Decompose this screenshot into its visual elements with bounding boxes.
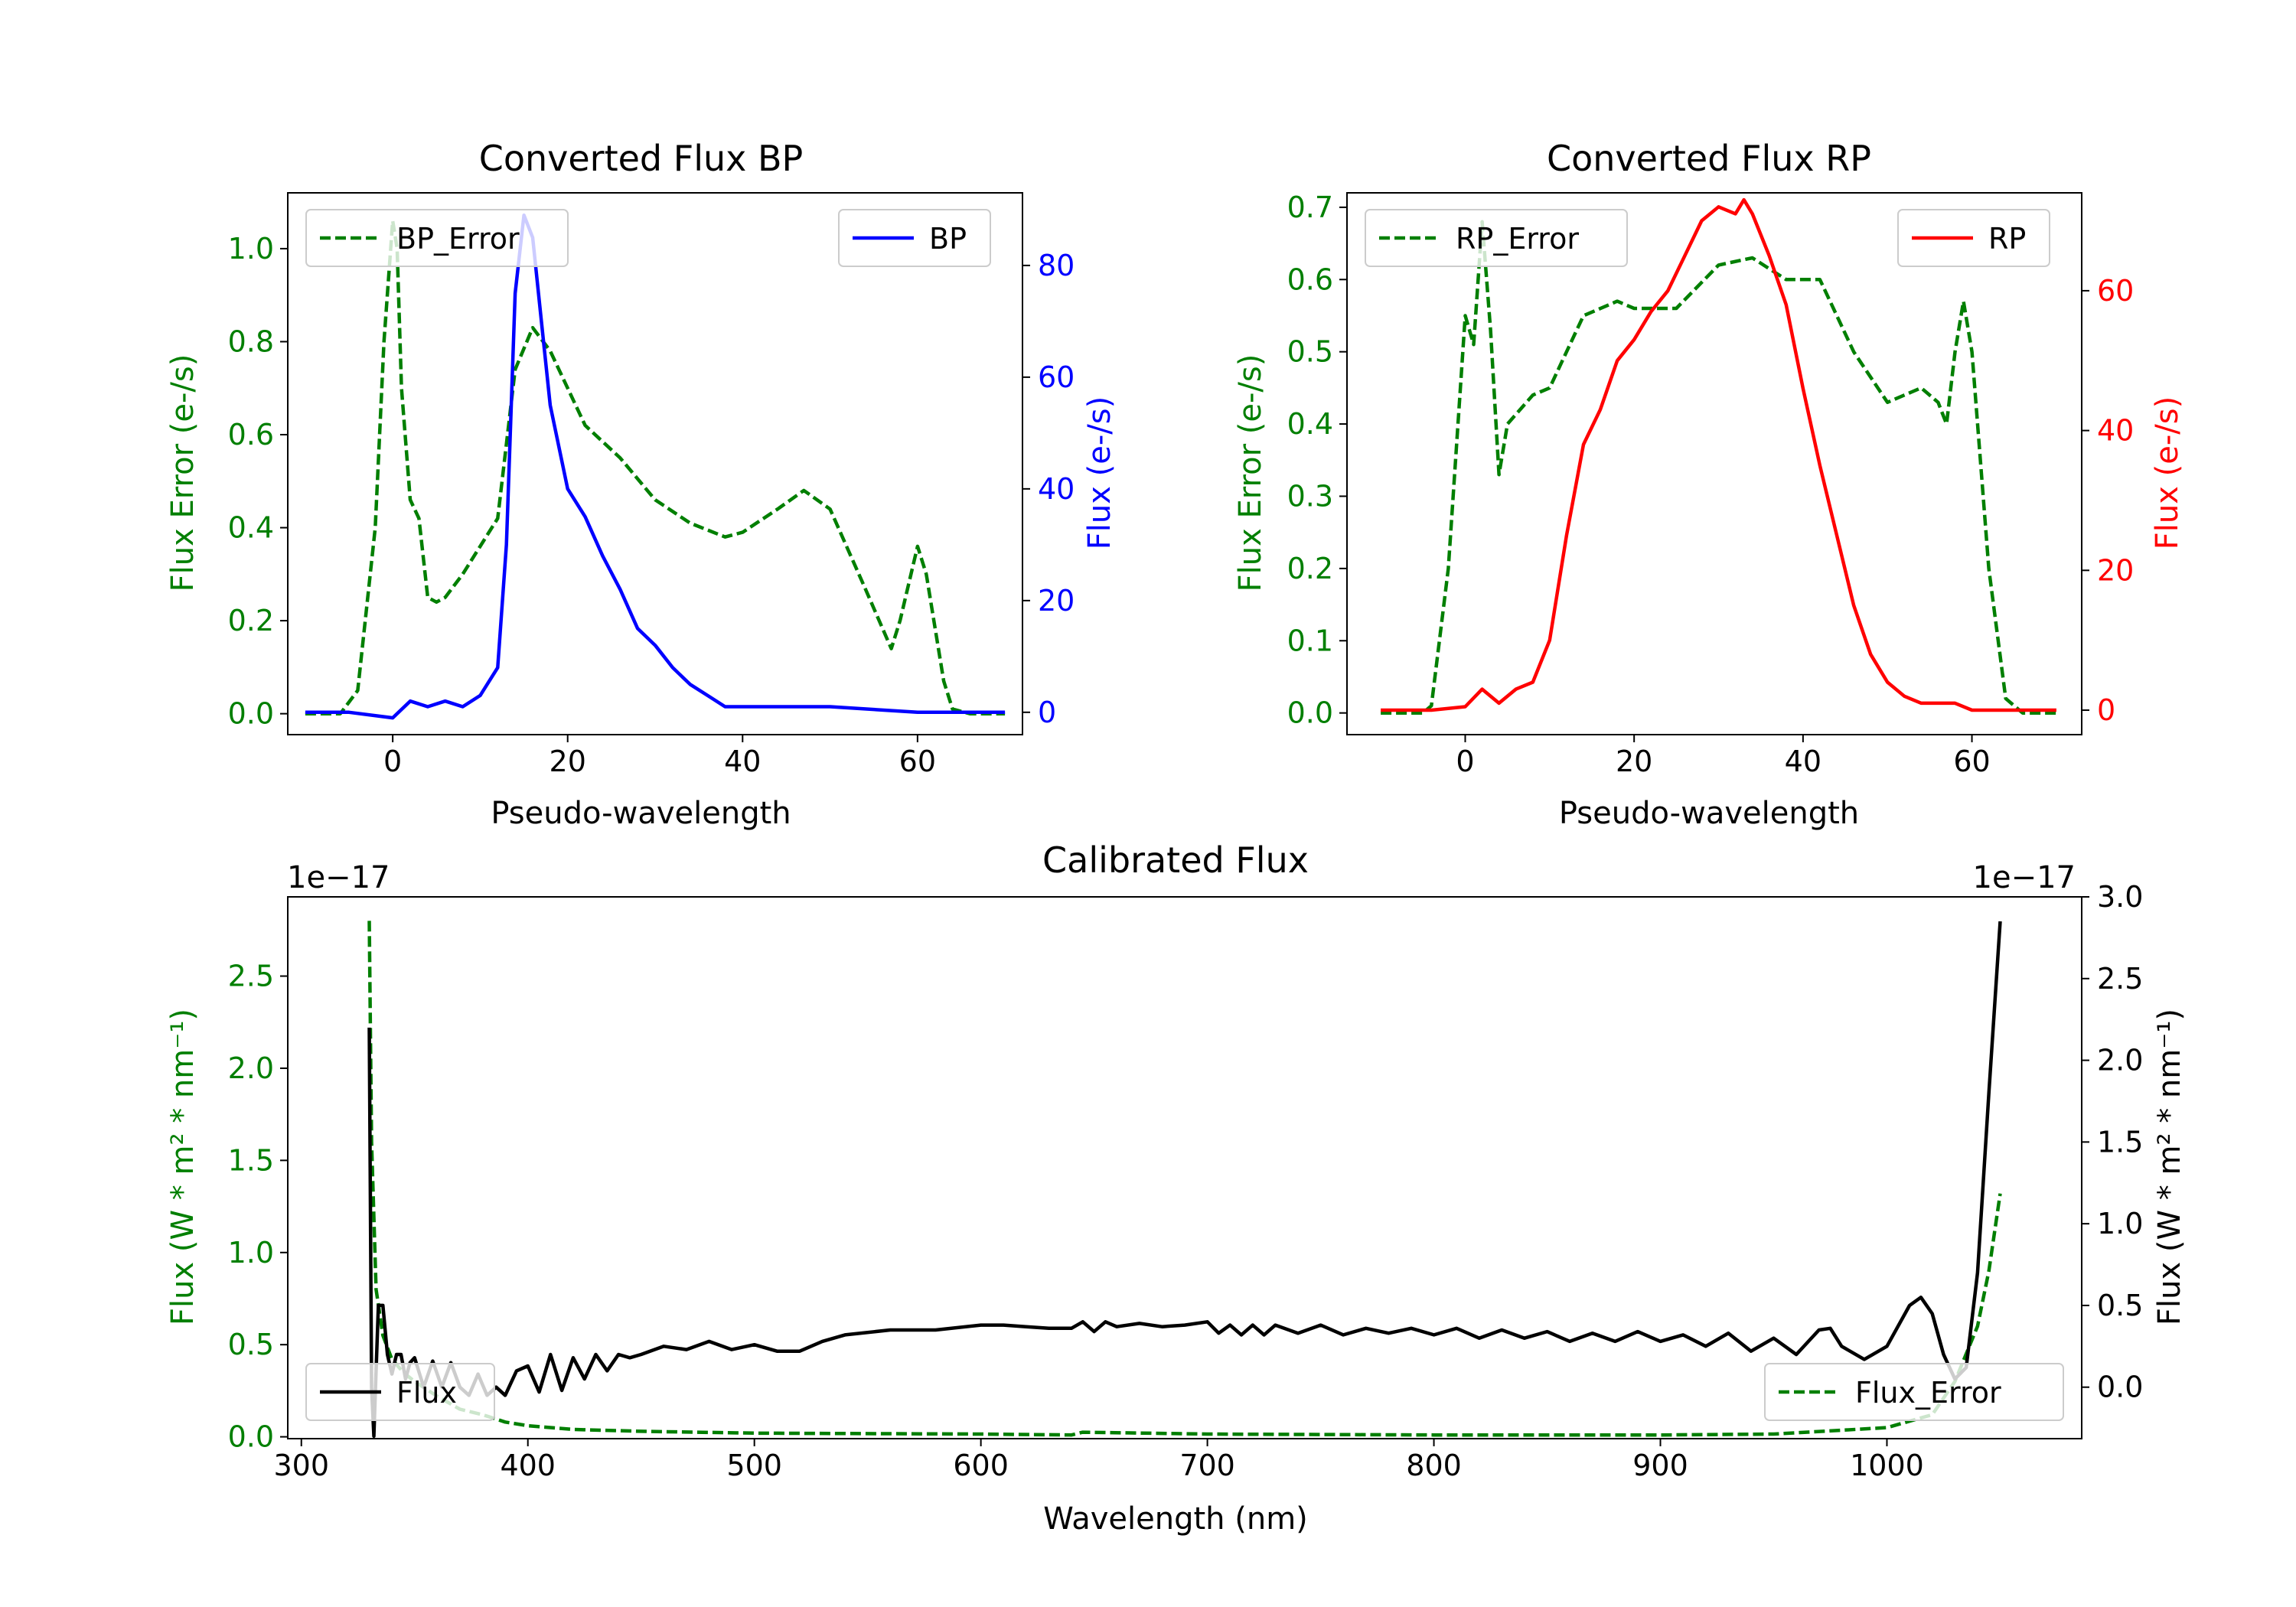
rp-xtick-label: 0 bbox=[1456, 745, 1474, 778]
cal-ytick-right-label: 0.0 bbox=[2097, 1371, 2143, 1404]
cal-xtick-label: 900 bbox=[1632, 1449, 1688, 1482]
panel-rp: Converted Flux RP Pseudo-wavelength Flux… bbox=[1233, 138, 2185, 831]
rp-ytick-left-label: 0.6 bbox=[1287, 262, 1333, 296]
cal-xtick-label: 300 bbox=[273, 1449, 329, 1482]
cal-ytick-left-label: 1.0 bbox=[228, 1236, 274, 1270]
bp-legend-bp: BP bbox=[838, 209, 991, 267]
bp-ytick-left-label: 1.0 bbox=[228, 232, 274, 266]
bp-xtick-label: 40 bbox=[724, 745, 761, 778]
cal-ytick-right-label: 1.5 bbox=[2097, 1125, 2143, 1159]
rp-xtick-label: 40 bbox=[1785, 745, 1821, 778]
cal-legend-flux: Flux bbox=[305, 1363, 495, 1421]
bp-ytick-right-label: 40 bbox=[1038, 472, 1075, 506]
rp-ytick-left-label: 0.3 bbox=[1287, 479, 1333, 513]
cal-ytick-right-label: 2.5 bbox=[2097, 962, 2143, 996]
cal-xlabel: Wavelength (nm) bbox=[1043, 1501, 1308, 1537]
rp-legend-rp-error: RP_Error bbox=[1365, 209, 1628, 267]
bp-series-bp-error bbox=[305, 219, 1006, 715]
rp-ytick-right-label: 60 bbox=[2097, 274, 2134, 308]
cal-ytick-left-label: 0.0 bbox=[228, 1420, 274, 1454]
rp-ytick-left-label: 0.2 bbox=[1287, 552, 1333, 585]
rp-ytick-right-label: 20 bbox=[2097, 553, 2134, 587]
bp-ytick-left-label: 0.2 bbox=[228, 604, 274, 637]
rp-ytick-left-label: 0.5 bbox=[1287, 335, 1333, 369]
bp-xlabel: Pseudo-wavelength bbox=[491, 796, 791, 831]
cal-xtick-label: 400 bbox=[500, 1449, 556, 1482]
rp-ytick-left-label: 0.0 bbox=[1287, 696, 1333, 730]
cal-ytick-right-label: 2.0 bbox=[2097, 1044, 2143, 1077]
cal-offset-left: 1e−17 bbox=[287, 860, 390, 895]
rp-ytick-left-label: 0.4 bbox=[1287, 407, 1333, 441]
cal-xtick-label: 700 bbox=[1179, 1449, 1235, 1482]
cal-xtick-label: 600 bbox=[953, 1449, 1009, 1482]
bp-title: Converted Flux BP bbox=[479, 138, 804, 179]
rp-legend-box bbox=[1365, 209, 1628, 267]
bp-ytick-right-label: 80 bbox=[1038, 249, 1075, 282]
cal-ytick-left-label: 0.5 bbox=[228, 1328, 274, 1361]
panel-bp: Converted Flux BP Pseudo-wavelength Flux… bbox=[165, 138, 1117, 831]
cal-xtick-label: 800 bbox=[1406, 1449, 1462, 1482]
panel-cal: Calibrated Flux Wavelength (nm) 1e−17 1e… bbox=[165, 839, 2187, 1537]
bp-ytick-right-label: 0 bbox=[1038, 696, 1056, 729]
rp-legend-box bbox=[1897, 209, 2050, 267]
cal-ytick-right-label: 0.5 bbox=[2097, 1289, 2143, 1322]
bp-ytick-left-label: 0.8 bbox=[228, 324, 274, 358]
cal-ytick-left-label: 1.5 bbox=[228, 1143, 274, 1177]
cal-ylabel-left: Flux (W * m² * nm⁻¹) bbox=[165, 1009, 201, 1325]
rp-ylabel-right: Flux (e-/s) bbox=[2150, 396, 2185, 549]
rp-ytick-left-label: 0.1 bbox=[1287, 624, 1333, 657]
bp-ytick-left-label: 0.6 bbox=[228, 418, 274, 451]
cal-title: Calibrated Flux bbox=[1042, 839, 1309, 881]
cal-legend-box bbox=[1764, 1363, 2064, 1421]
rp-xtick-label: 60 bbox=[1953, 745, 1990, 778]
cal-axes-frame bbox=[287, 896, 2082, 1439]
cal-legend-label: Flux_Error bbox=[1855, 1376, 2001, 1410]
bp-ytick-left-label: 0.0 bbox=[228, 697, 274, 731]
rp-legend-rp: RP bbox=[1897, 209, 2050, 267]
bp-ylabel-left: Flux Error (e-/s) bbox=[165, 354, 201, 592]
bp-ytick-right-label: 20 bbox=[1038, 584, 1075, 618]
rp-series-rp-error bbox=[1381, 220, 2056, 715]
cal-ytick-left-label: 2.0 bbox=[228, 1051, 274, 1085]
bp-ytick-left-label: 0.4 bbox=[228, 511, 274, 545]
rp-series-rp bbox=[1381, 197, 2056, 712]
bp-legend-label: BP bbox=[929, 222, 967, 256]
rp-ylabel-left: Flux Error (e-/s) bbox=[1233, 354, 1268, 592]
cal-legend-label: Flux bbox=[396, 1376, 457, 1410]
cal-ytick-left-label: 2.5 bbox=[228, 960, 274, 993]
bp-legend-box bbox=[305, 209, 569, 267]
bp-ytick-right-label: 60 bbox=[1038, 360, 1075, 394]
cal-xtick-label: 500 bbox=[726, 1449, 782, 1482]
rp-title: Converted Flux RP bbox=[1547, 138, 1871, 179]
bp-legend-label: BP_Error bbox=[396, 222, 520, 256]
cal-ylabel-right: Flux (W * m² * nm⁻¹) bbox=[2152, 1009, 2187, 1325]
bp-legend-box bbox=[838, 209, 991, 267]
rp-legend-label: RP_Error bbox=[1456, 222, 1579, 256]
bp-axes-frame bbox=[287, 192, 1023, 735]
bp-legend-bp-error: BP_Error bbox=[305, 209, 569, 267]
bp-xtick-label: 20 bbox=[550, 745, 586, 778]
rp-axes-frame bbox=[1346, 192, 2082, 735]
bp-xtick-label: 60 bbox=[899, 745, 936, 778]
rp-ytick-left-label: 0.7 bbox=[1287, 191, 1333, 224]
cal-ytick-right-label: 1.0 bbox=[2097, 1207, 2143, 1240]
bp-ylabel-right: Flux (e-/s) bbox=[1082, 396, 1117, 549]
cal-legend-box bbox=[305, 1363, 495, 1421]
rp-xlabel: Pseudo-wavelength bbox=[1559, 796, 1859, 831]
cal-ytick-right-label: 3.0 bbox=[2097, 880, 2143, 914]
rp-xtick-label: 20 bbox=[1616, 745, 1652, 778]
bp-series-bp bbox=[305, 213, 1006, 720]
cal-legend-flux-error: Flux_Error bbox=[1764, 1363, 2064, 1421]
rp-ytick-right-label: 0 bbox=[2097, 693, 2115, 727]
rp-legend-label: RP bbox=[1988, 222, 2026, 256]
bp-xtick-label: 0 bbox=[383, 745, 402, 778]
cal-offset-right: 1e−17 bbox=[1973, 860, 2076, 895]
rp-ytick-right-label: 40 bbox=[2097, 414, 2134, 448]
cal-xtick-label: 1000 bbox=[1850, 1449, 1924, 1482]
